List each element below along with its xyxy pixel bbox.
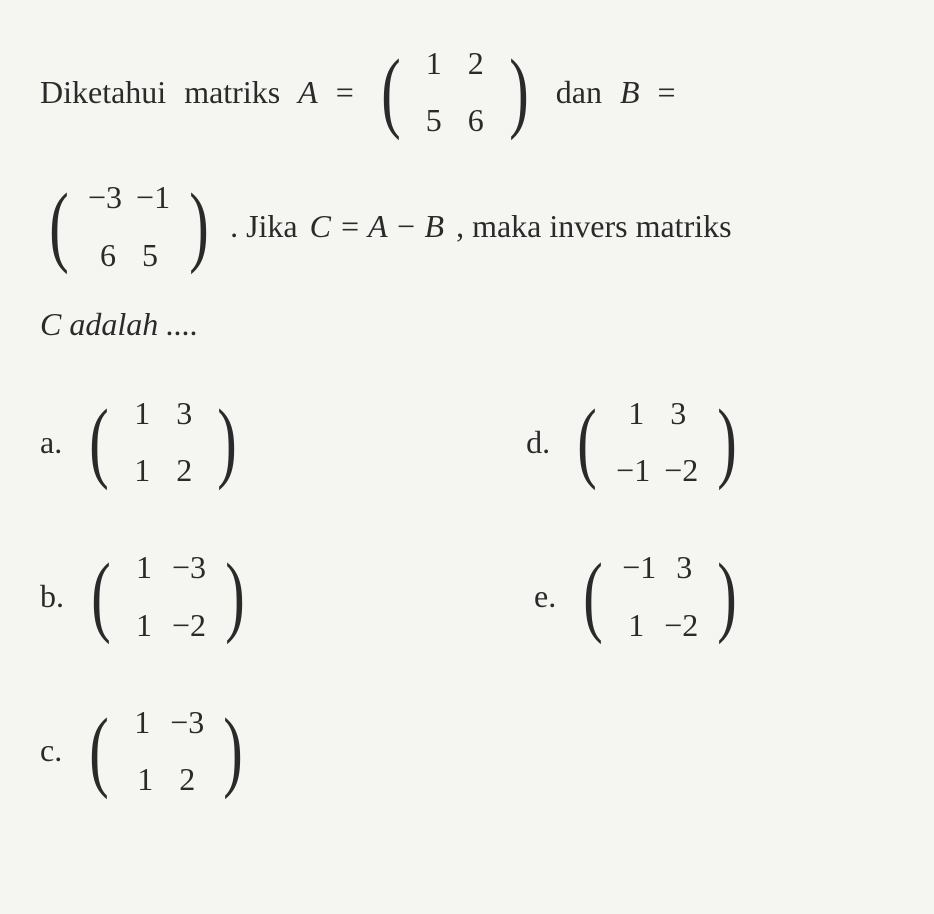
option-a-matrix: ( 1 3 1 2 ) — [84, 380, 242, 504]
matA-r2c1: 5 — [420, 95, 448, 146]
optE-r1c1: −1 — [622, 542, 656, 593]
paren-left-icon: ( — [89, 713, 108, 790]
optD-r1c2: 3 — [664, 388, 692, 439]
optC-r2c2: 2 — [173, 754, 201, 805]
matB-r2c2: 5 — [136, 230, 164, 281]
options-block: a. ( 1 3 1 2 ) d. ( — [40, 380, 894, 813]
option-row-3: c. ( 1 −3 1 2 ) — [40, 689, 894, 813]
eq-C: C = A − B — [310, 201, 444, 252]
paren-left-icon: ( — [583, 558, 602, 635]
paren-right-icon: ) — [509, 54, 528, 131]
optB-r1c2: −3 — [172, 542, 206, 593]
option-b[interactable]: b. ( 1 −3 1 −2 ) — [40, 534, 254, 658]
matA-r1c1: 1 — [420, 38, 448, 89]
option-e-label: e. — [534, 571, 556, 622]
option-d-matrix: ( 1 3 −1 −2 ) — [572, 380, 742, 504]
text-matriks: matriks — [184, 67, 280, 118]
text-maka: , maka invers matriks — [456, 201, 731, 252]
text-Cadalah: C adalah .... — [40, 306, 198, 342]
matA-r2c2: 6 — [462, 95, 490, 146]
option-c[interactable]: c. ( 1 −3 1 2 ) — [40, 689, 252, 813]
optE-r2c2: −2 — [664, 600, 698, 651]
matrix-A: ( 1 2 5 6 ) — [376, 30, 534, 154]
option-c-matrix: ( 1 −3 1 2 ) — [84, 689, 248, 813]
paren-left-icon: ( — [577, 404, 596, 481]
eq-sign-1: = — [336, 67, 354, 118]
optB-r1c1: 1 — [130, 542, 158, 593]
matrix-B: ( −3 −1 6 5 ) — [44, 164, 214, 288]
question-line-3: C adalah .... — [40, 299, 894, 350]
optB-r2c2: −2 — [172, 600, 206, 651]
matrix-A-content: 1 2 5 6 — [406, 30, 504, 154]
question-block: Diketahui matriks A = ( 1 2 5 6 ) dan B … — [40, 30, 894, 350]
option-d-label: d. — [526, 417, 550, 468]
paren-left-icon: ( — [89, 404, 108, 481]
option-row-2: b. ( 1 −3 1 −2 ) e. ( — [40, 534, 894, 658]
question-line-2: ( −3 −1 6 5 ) . Jika C = A − B , maka in… — [40, 164, 894, 288]
matB-r1c1: −3 — [88, 172, 122, 223]
paren-left-icon: ( — [91, 558, 110, 635]
optC-r1c2: −3 — [170, 697, 204, 748]
optB-r2c1: 1 — [130, 600, 158, 651]
text-diketahui: Diketahui — [40, 67, 166, 118]
option-row-1: a. ( 1 3 1 2 ) d. ( — [40, 380, 894, 504]
text-dan: dan — [556, 67, 602, 118]
optE-r2c1: 1 — [622, 600, 650, 651]
paren-right-icon: ) — [223, 713, 242, 790]
option-d[interactable]: d. ( 1 3 −1 −2 ) — [526, 380, 746, 504]
var-A: A — [298, 67, 318, 118]
optA-r2c2: 2 — [170, 445, 198, 496]
paren-right-icon: ) — [717, 558, 736, 635]
matB-r1c2: −1 — [136, 172, 170, 223]
optD-r1c1: 1 — [622, 388, 650, 439]
option-c-label: c. — [40, 725, 62, 776]
optC-r2c1: 1 — [131, 754, 159, 805]
optE-r1c2: 3 — [670, 542, 698, 593]
option-e-matrix: ( −1 3 1 −2 ) — [578, 534, 742, 658]
option-b-matrix: ( 1 −3 1 −2 ) — [86, 534, 250, 658]
option-a-label: a. — [40, 417, 62, 468]
matB-r2c1: 6 — [94, 230, 122, 281]
paren-right-icon: ) — [717, 404, 736, 481]
paren-left-icon: ( — [49, 188, 68, 265]
optA-r1c1: 1 — [128, 388, 156, 439]
question-line-1: Diketahui matriks A = ( 1 2 5 6 ) dan B … — [40, 30, 894, 154]
paren-right-icon: ) — [225, 558, 244, 635]
optD-r2c1: −1 — [616, 445, 650, 496]
eq-sign-2: = — [657, 67, 675, 118]
option-e[interactable]: e. ( −1 3 1 −2 ) — [534, 534, 746, 658]
optC-r1c1: 1 — [128, 697, 156, 748]
paren-right-icon: ) — [189, 188, 208, 265]
var-B: B — [620, 67, 640, 118]
paren-left-icon: ( — [381, 54, 400, 131]
paren-right-icon: ) — [217, 404, 236, 481]
optD-r2c2: −2 — [664, 445, 698, 496]
option-a[interactable]: a. ( 1 3 1 2 ) — [40, 380, 246, 504]
matA-r1c2: 2 — [462, 38, 490, 89]
option-b-label: b. — [40, 571, 64, 622]
matrix-B-content: −3 −1 6 5 — [74, 164, 184, 288]
optA-r2c1: 1 — [128, 445, 156, 496]
text-jika: . Jika — [230, 201, 298, 252]
optA-r1c2: 3 — [170, 388, 198, 439]
